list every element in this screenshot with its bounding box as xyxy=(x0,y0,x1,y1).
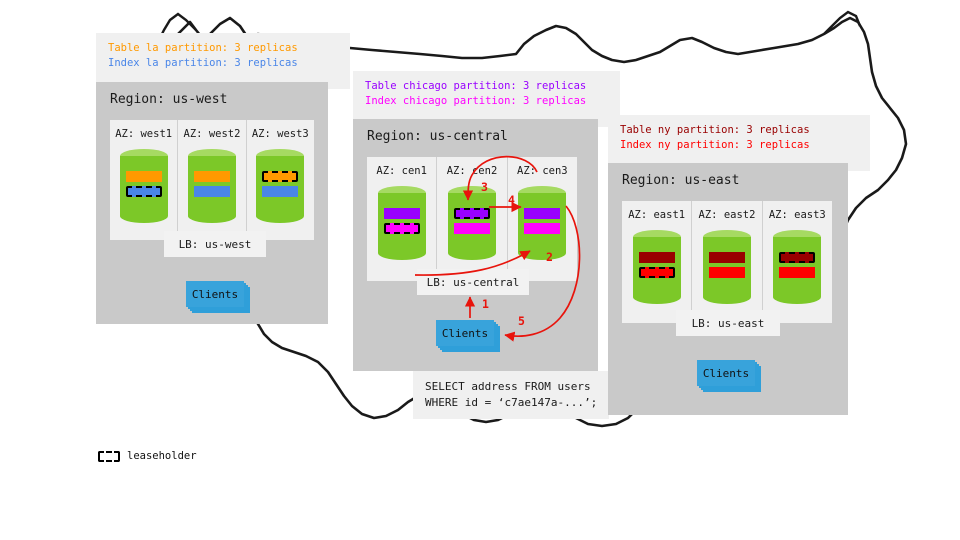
az-label-east3: AZ: east3 xyxy=(768,209,826,221)
replica-bar-table-east3 xyxy=(779,252,816,263)
az-cell-west2[interactable]: AZ: west2 xyxy=(178,120,247,240)
az-label-west2: AZ: west2 xyxy=(183,128,241,140)
flow-step-number-2: 2 xyxy=(546,250,553,264)
node-cylinder-cen1[interactable] xyxy=(377,186,426,260)
callout-index-line-us-east: Index ny partition: 3 replicas xyxy=(620,139,810,151)
replica-bar-index-west1 xyxy=(125,186,162,197)
callout-us-east: Table ny partition: 3 replicas Index ny … xyxy=(608,115,870,171)
az-cell-east2[interactable]: AZ: east2 xyxy=(692,201,763,323)
replica-bar-table-west3 xyxy=(262,171,299,182)
lb-us-east[interactable]: LB: us-east xyxy=(676,310,780,336)
az-cell-east3[interactable]: AZ: east3 xyxy=(763,201,832,323)
sql-query-box: SELECT address FROM users WHERE id = ‘c7… xyxy=(413,371,609,419)
clients-label-us-west: Clients xyxy=(186,281,244,307)
replica-bar-table-west2 xyxy=(193,171,230,182)
node-cylinder-west1[interactable] xyxy=(119,149,168,223)
az-label-west1: AZ: west1 xyxy=(115,128,173,140)
callout-us-west: Table la partition: 3 replicas Index la … xyxy=(96,33,350,89)
clients-label-us-central: Clients xyxy=(436,320,494,346)
node-cylinder-cen3[interactable] xyxy=(518,186,567,260)
replica-bar-index-cen2 xyxy=(453,223,490,234)
flow-step-number-4: 4 xyxy=(508,193,515,207)
az-cell-cen1[interactable]: AZ: cen1 xyxy=(367,157,438,281)
region-panel-us-west: Region: us-west AZ: west1 AZ: west2 xyxy=(96,82,328,324)
az-cell-cen2[interactable]: AZ: cen2 xyxy=(437,157,508,281)
flow-step-number-3: 3 xyxy=(481,180,488,194)
replica-bar-index-cen3 xyxy=(524,223,561,234)
replica-bar-table-cen3 xyxy=(524,208,561,219)
node-cylinder-west3[interactable] xyxy=(256,149,305,223)
node-cylinder-east3[interactable] xyxy=(773,230,822,304)
az-strip-us-west: AZ: west1 AZ: west2 xyxy=(110,120,314,240)
az-label-east1: AZ: east1 xyxy=(628,209,686,221)
az-cell-west1[interactable]: AZ: west1 xyxy=(110,120,179,240)
node-cylinder-west2[interactable] xyxy=(187,149,236,223)
replica-bar-index-east1 xyxy=(638,267,675,278)
az-label-east2: AZ: east2 xyxy=(698,209,756,221)
legend-label: leaseholder xyxy=(127,450,197,462)
az-label-cen3: AZ: cen3 xyxy=(517,165,568,177)
clients-us-east[interactable]: Clients xyxy=(697,360,761,392)
flow-step-number-5: 5 xyxy=(518,314,525,328)
callout-table-line-us-west: Table la partition: 3 replicas xyxy=(108,42,298,54)
az-cell-cen3[interactable]: AZ: cen3 xyxy=(508,157,577,281)
region-panel-us-east: Region: us-east AZ: east1 AZ: east2 xyxy=(608,163,848,415)
replica-bar-table-cen2 xyxy=(453,208,490,219)
callout-index-line-us-west: Index la partition: 3 replicas xyxy=(108,57,298,69)
replica-bar-index-east2 xyxy=(708,267,745,278)
sql-line-1: SELECT address FROM users xyxy=(425,380,591,393)
az-strip-us-east: AZ: east1 AZ: east2 xyxy=(622,201,832,323)
region-title-us-west: Region: us-west xyxy=(110,92,228,107)
clients-us-west[interactable]: Clients xyxy=(186,281,250,313)
replica-bar-table-east1 xyxy=(638,252,675,263)
clients-label-us-east: Clients xyxy=(697,360,755,386)
az-label-cen2: AZ: cen2 xyxy=(446,165,498,177)
lb-us-west[interactable]: LB: us-west xyxy=(164,231,266,257)
replica-bar-table-east2 xyxy=(708,252,745,263)
clients-us-central[interactable]: Clients xyxy=(436,320,500,352)
replica-bar-table-cen1 xyxy=(383,208,420,219)
node-cylinder-east1[interactable] xyxy=(632,230,681,304)
region-title-us-east: Region: us-east xyxy=(622,173,740,188)
sql-line-2: WHERE id = ‘c7ae147a-...’; xyxy=(425,396,598,409)
az-cell-west3[interactable]: AZ: west3 xyxy=(247,120,314,240)
region-title-us-central: Region: us-central xyxy=(367,129,508,144)
callout-index-line-us-central: Index chicago partition: 3 replicas xyxy=(365,95,587,107)
az-cell-east1[interactable]: AZ: east1 xyxy=(622,201,693,323)
lb-us-central[interactable]: LB: us-central xyxy=(417,269,529,295)
replica-bar-index-cen1 xyxy=(383,223,420,234)
node-cylinder-cen2[interactable] xyxy=(447,186,496,260)
flow-step-number-1: 1 xyxy=(482,297,489,311)
az-label-cen1: AZ: cen1 xyxy=(376,165,427,177)
replica-bar-table-west1 xyxy=(125,171,162,182)
replica-bar-index-west3 xyxy=(262,186,299,197)
callout-table-line-us-central: Table chicago partition: 3 replicas xyxy=(365,80,587,92)
callout-us-central: Table chicago partition: 3 replicas Inde… xyxy=(353,71,620,127)
node-cylinder-east2[interactable] xyxy=(702,230,751,304)
legend-leaseholder: leaseholder xyxy=(98,450,197,462)
callout-table-line-us-east: Table ny partition: 3 replicas xyxy=(620,124,810,136)
replica-bar-index-west2 xyxy=(193,186,230,197)
leaseholder-swatch-icon xyxy=(98,450,120,462)
az-label-west3: AZ: west3 xyxy=(251,128,309,140)
replica-bar-index-east3 xyxy=(779,267,816,278)
